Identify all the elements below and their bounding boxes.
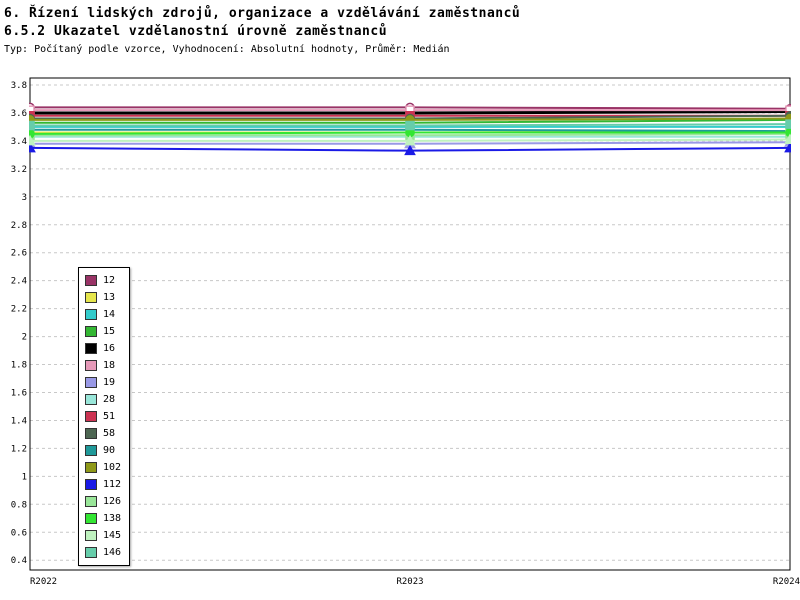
y-axis-labels: 3.8 3.6 3.4 3.2 3 2.8 2.6 2.4 2.2 2 1.8 1.6 1.4 1.2 1 0… (11, 81, 27, 566)
series-145 (29, 133, 791, 146)
legend-item-102: 102 (85, 459, 121, 476)
legend-swatch (85, 394, 97, 405)
y-tick-label: 2.6 (11, 249, 27, 259)
chart-legend: 12 13 14 15 16 18 19 28 51 58 90 102 112 126 138 145 146 (78, 267, 131, 566)
y-tick-label: 0.8 (11, 500, 27, 510)
legend-label: 145 (103, 530, 122, 541)
legend-label: 126 (103, 496, 122, 507)
chart-title-line1: 6. Řízení lidských zdrojů, organizace a … (4, 6, 521, 21)
chart-title-line2: 6.5.2 Ukazatel vzdělanostní úrovně zaměs… (4, 24, 388, 39)
legend-swatch (85, 479, 97, 490)
legend-item-19: 19 (85, 374, 121, 391)
y-tick-label: 2.2 (11, 305, 27, 315)
legend-label: 15 (103, 326, 116, 337)
legend-label: 146 (103, 547, 122, 558)
legend-label: 138 (103, 513, 122, 524)
y-tick-label: 3.4 (11, 137, 27, 147)
y-tick-label: 1 (22, 472, 27, 482)
legend-item-112: 112 (85, 476, 121, 493)
y-tick-label: 2.8 (11, 221, 27, 231)
legend-item-13: 13 (85, 289, 121, 306)
legend-label: 18 (103, 360, 116, 371)
y-tick-label: 1.4 (11, 416, 27, 426)
legend-swatch (85, 411, 97, 422)
legend-swatch (85, 445, 97, 456)
legend-swatch (85, 547, 97, 558)
legend-label: 28 (103, 394, 116, 405)
legend-item-138: 138 (85, 510, 121, 527)
x-axis-labels: R2022 R2023 R2024 (30, 577, 800, 587)
line-chart: 3.83.63.43.232.82.62.42.221.81.61.41.210… (11, 77, 800, 587)
legend-swatch (85, 275, 97, 286)
legend-swatch (85, 530, 97, 541)
legend-label: 12 (103, 275, 116, 286)
legend-swatch (85, 309, 97, 320)
legend-label: 19 (103, 377, 116, 388)
x-tick-label: R2022 (30, 577, 57, 587)
y-tick-label: 3.6 (11, 109, 27, 119)
legend-label: 51 (103, 411, 116, 422)
legend-label: 90 (103, 445, 116, 456)
legend-item-146: 146 (85, 544, 121, 561)
line-chart-container: 3.8 3.6 3.4 3.2 3 2.8 2.6 2.4 2.2 2 1.8 1.6 1.4 1.2 1 0… (0, 62, 800, 600)
legend-swatch (85, 326, 97, 337)
y-tick-label: 3 (22, 193, 27, 203)
y-tick-label: 0.6 (11, 528, 27, 538)
y-tick-label: 1.2 (11, 444, 27, 454)
legend-item-90: 90 (85, 442, 121, 459)
legend-item-51: 51 (85, 408, 121, 425)
legend-item-126: 126 (85, 493, 121, 510)
legend-item-12: 12 (85, 272, 121, 289)
y-tick-label: 1.8 (11, 361, 27, 371)
legend-label: 16 (103, 343, 116, 354)
chart-subtitle: Typ: Počítaný podle vzorce, Vyhodnocení:… (4, 44, 450, 55)
legend-swatch (85, 343, 97, 354)
y-tick-label: 2.4 (11, 277, 27, 287)
y-tick-label: 3.8 (11, 81, 27, 91)
y-tick-label: 0.4 (11, 556, 27, 566)
legend-swatch (85, 292, 97, 303)
legend-item-16: 16 (85, 340, 121, 357)
x-tick-label: R2023 (396, 577, 423, 587)
series-146 (29, 119, 791, 131)
x-tick-label: R2024 (773, 577, 800, 587)
legend-swatch (85, 513, 97, 524)
legend-label: 102 (103, 462, 122, 473)
legend-swatch (85, 462, 97, 473)
legend-item-18: 18 (85, 357, 121, 374)
legend-item-58: 58 (85, 425, 121, 442)
legend-swatch (85, 377, 97, 388)
legend-swatch (85, 360, 97, 371)
legend-item-15: 15 (85, 323, 121, 340)
gridlines (30, 84, 790, 561)
y-tick-label: 3.2 (11, 165, 27, 175)
legend-label: 58 (103, 428, 116, 439)
legend-item-28: 28 (85, 391, 121, 408)
plot-border (29, 77, 791, 571)
legend-swatch (85, 428, 97, 439)
legend-item-145: 145 (85, 527, 121, 544)
legend-label: 14 (103, 309, 116, 320)
y-tick-label: 2 (22, 333, 27, 343)
legend-swatch (85, 496, 97, 507)
legend-item-14: 14 (85, 306, 121, 323)
legend-label: 13 (103, 292, 116, 303)
legend-label: 112 (103, 479, 122, 490)
y-tick-label: 1.6 (11, 388, 27, 398)
